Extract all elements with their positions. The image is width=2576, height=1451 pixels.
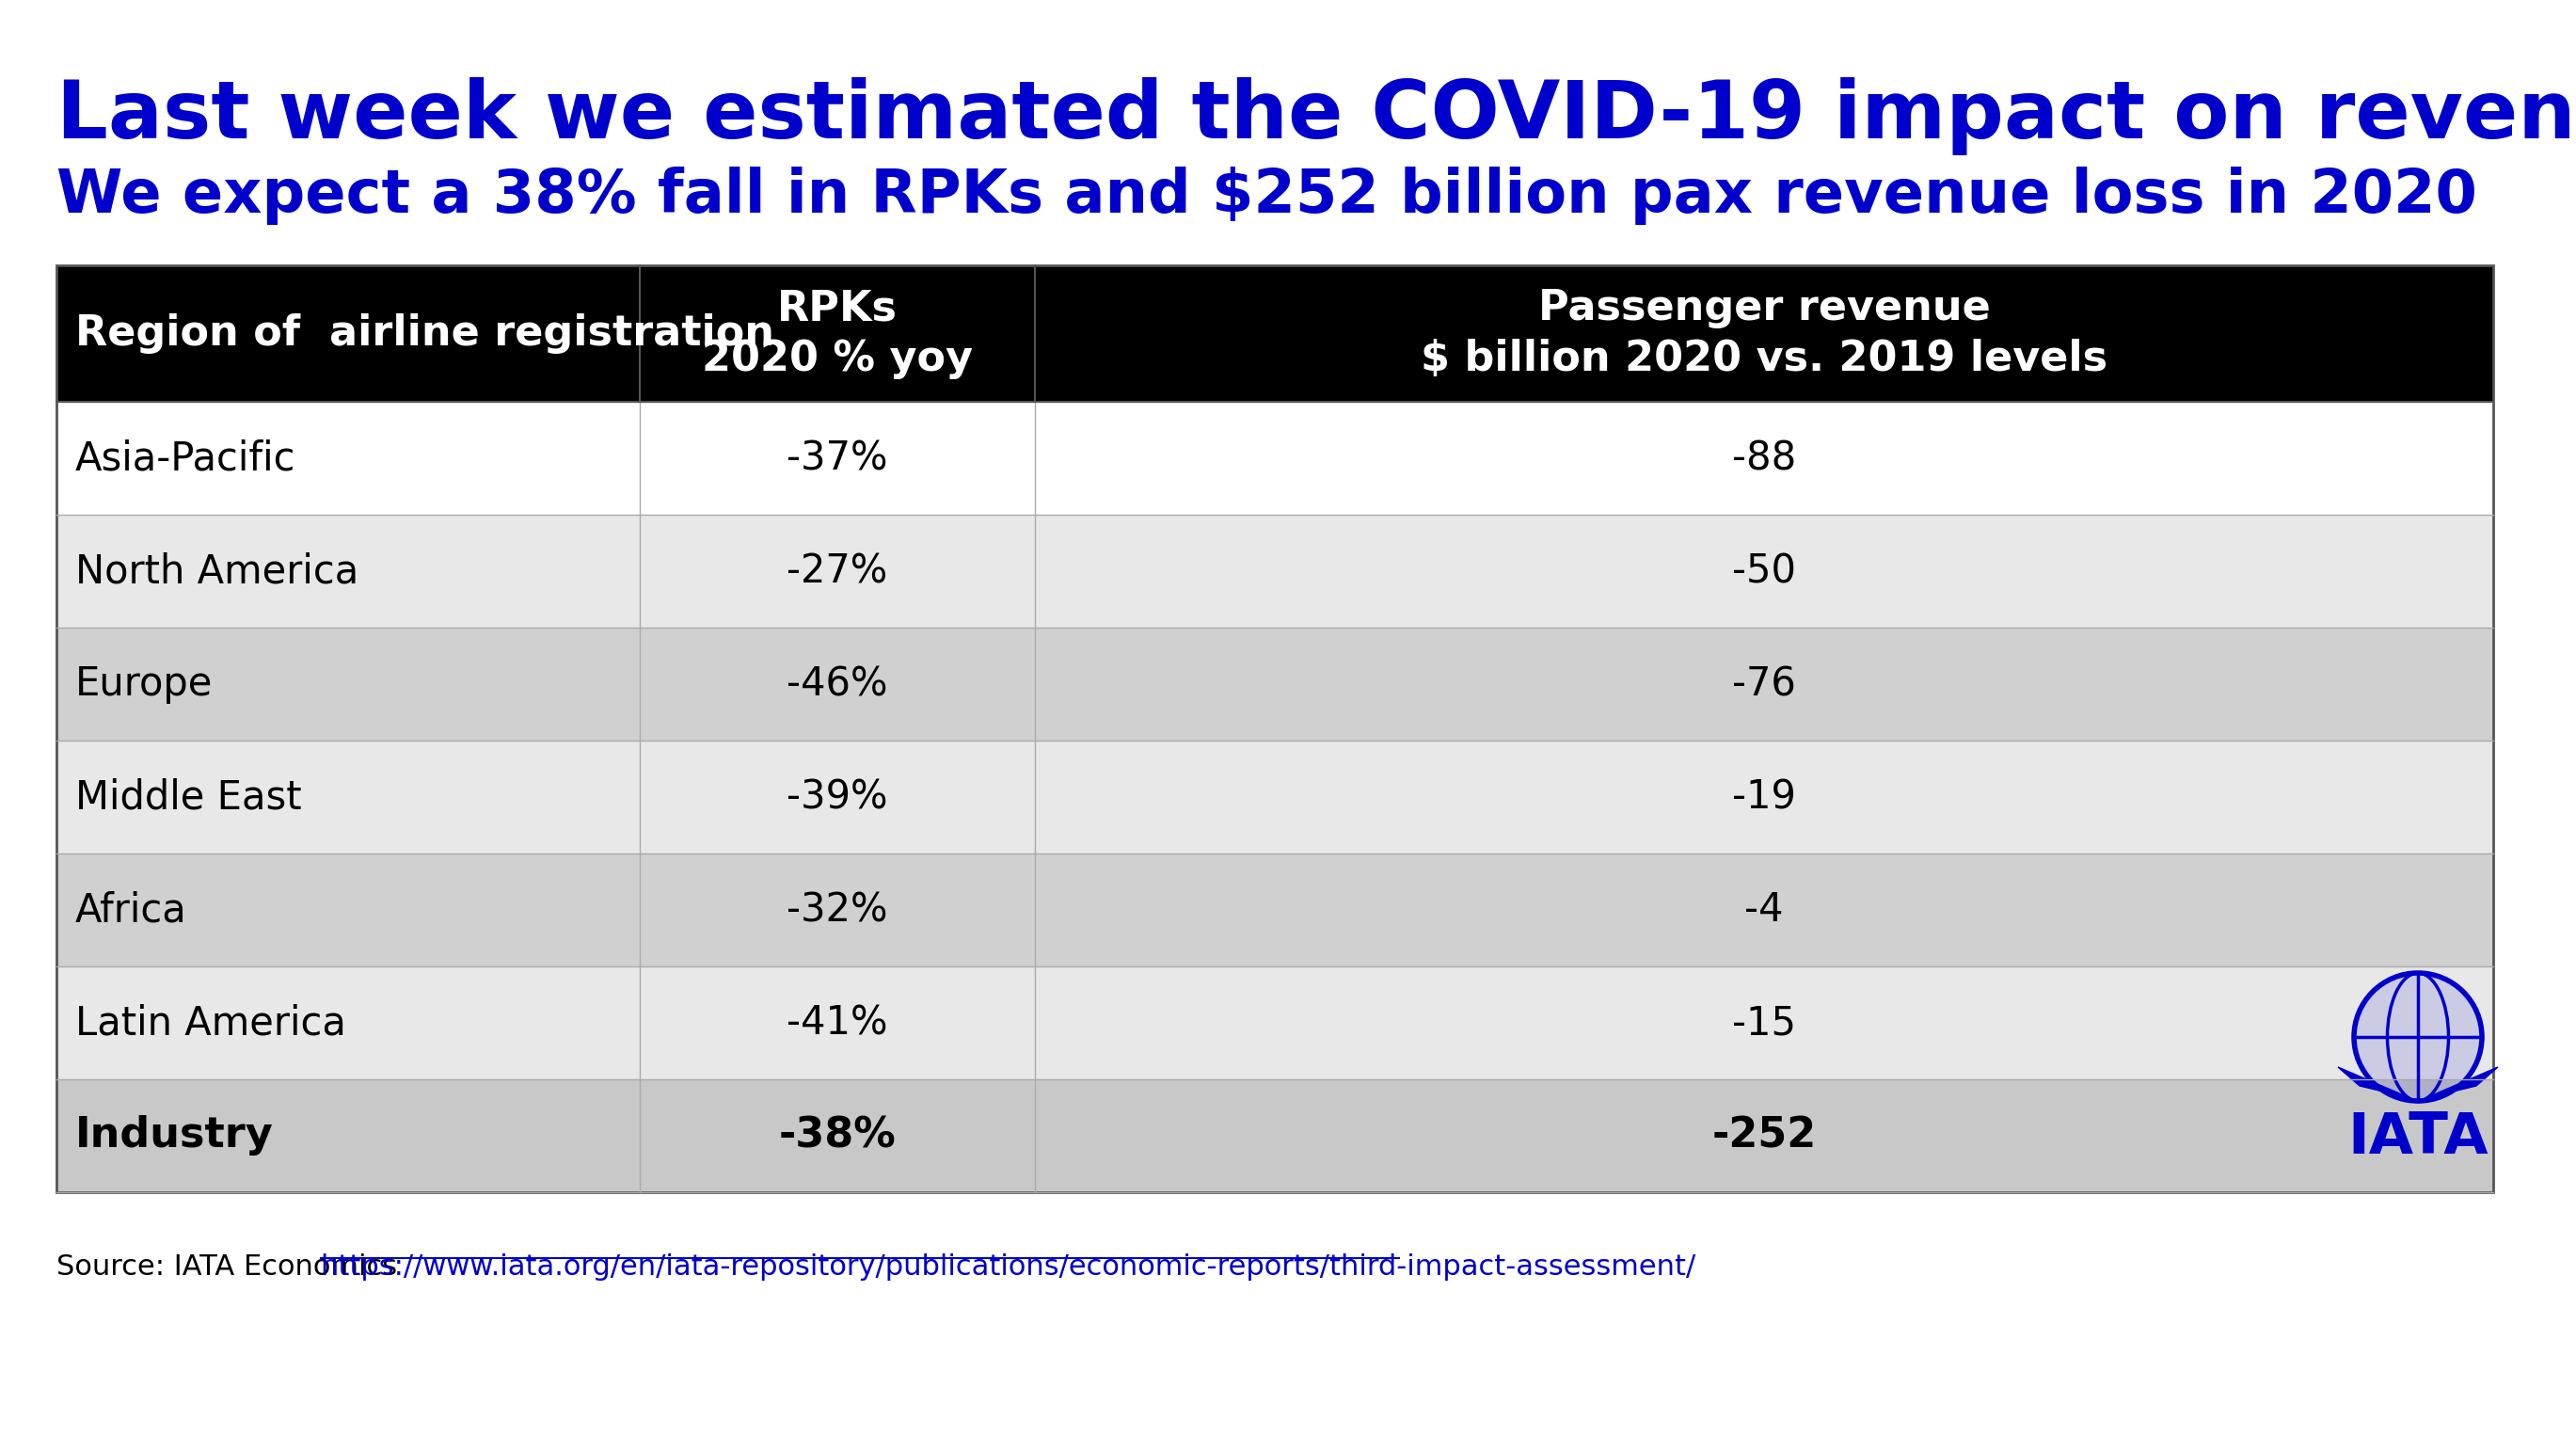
Text: Region of  airline registration: Region of airline registration xyxy=(75,313,775,354)
Text: -88: -88 xyxy=(1731,438,1795,477)
Bar xyxy=(57,402,2494,515)
Bar xyxy=(57,515,2494,628)
Text: Latin America: Latin America xyxy=(75,1003,345,1043)
Text: -27%: -27% xyxy=(786,551,889,591)
Bar xyxy=(57,266,2494,402)
Bar xyxy=(57,1080,2494,1193)
Bar xyxy=(57,266,2494,1193)
Text: -46%: -46% xyxy=(786,665,889,704)
Text: -252: -252 xyxy=(1710,1116,1816,1156)
Text: We expect a 38% fall in RPKs and $252 billion pax revenue loss in 2020: We expect a 38% fall in RPKs and $252 bi… xyxy=(57,167,2478,225)
Bar xyxy=(57,628,2494,740)
Text: Middle East: Middle East xyxy=(75,778,301,817)
Text: https://www.iata.org/en/iata-repository/publications/economic-reports/third-impa: https://www.iata.org/en/iata-repository/… xyxy=(319,1254,1695,1281)
Text: Asia-Pacific: Asia-Pacific xyxy=(75,438,296,477)
Text: Source: IATA Economics: Source: IATA Economics xyxy=(57,1254,407,1281)
Text: -37%: -37% xyxy=(786,438,889,477)
Bar xyxy=(57,853,2494,966)
Text: -76: -76 xyxy=(1731,665,1795,704)
Text: -19: -19 xyxy=(1731,778,1795,817)
Text: -38%: -38% xyxy=(778,1116,896,1156)
Bar xyxy=(57,966,2494,1080)
Text: Africa: Africa xyxy=(75,889,188,930)
Text: -41%: -41% xyxy=(786,1003,889,1043)
Text: -15: -15 xyxy=(1731,1003,1795,1043)
Text: -50: -50 xyxy=(1731,551,1795,591)
Text: Passenger revenue
$ billion 2020 vs. 2019 levels: Passenger revenue $ billion 2020 vs. 201… xyxy=(1419,289,2107,379)
Text: Last week we estimated the COVID-19 impact on revenue: Last week we estimated the COVID-19 impa… xyxy=(57,77,2576,155)
Polygon shape xyxy=(2427,1066,2499,1098)
Text: -32%: -32% xyxy=(786,889,889,930)
Text: -4: -4 xyxy=(1744,889,1783,930)
Bar xyxy=(57,740,2494,853)
Circle shape xyxy=(2354,974,2481,1101)
Text: Industry: Industry xyxy=(75,1116,273,1156)
Text: RPKs
2020 % yoy: RPKs 2020 % yoy xyxy=(701,289,974,379)
Text: North America: North America xyxy=(75,551,358,591)
Text: IATA: IATA xyxy=(2347,1111,2488,1167)
Text: -39%: -39% xyxy=(786,778,889,817)
Text: Europe: Europe xyxy=(75,665,214,704)
Polygon shape xyxy=(2339,1066,2411,1098)
